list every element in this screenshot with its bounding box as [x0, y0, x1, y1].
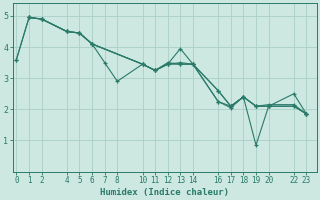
X-axis label: Humidex (Indice chaleur): Humidex (Indice chaleur) — [100, 188, 229, 197]
